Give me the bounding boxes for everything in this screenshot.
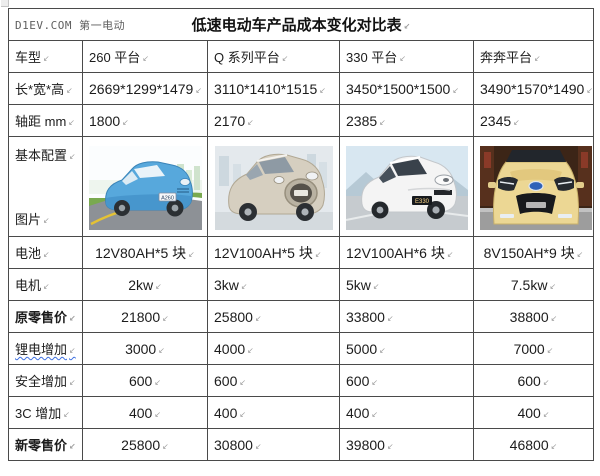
table-row-header: 车型 260 平台 Q 系列平台 330 平台 奔奔平台 [8, 40, 594, 73]
cell-value: 2170 [214, 113, 254, 129]
cell-value: 2kw [128, 277, 162, 293]
cell-value: 400 [346, 405, 378, 421]
table-row-motor: 电机 2kw 3kw 5kw 7.5kw [8, 268, 594, 301]
cell-value: 46800 [510, 437, 558, 453]
row-label: 电池 [15, 246, 50, 261]
row-label: 电机 [15, 278, 50, 293]
car-photo-benben-platform [480, 145, 592, 230]
cell-value: 39800 [346, 437, 394, 453]
cell-value: 600 [346, 373, 378, 389]
cell-value: 12V100AH*5 块 [214, 245, 322, 261]
row-label: 车型 [15, 50, 50, 65]
col-header: 260 平台 [89, 50, 149, 65]
cell-value: 2345 [480, 113, 520, 129]
table-row-3c-add: 3C 增加 400 400 400 400 [8, 396, 594, 429]
row-label: 安全增加 [15, 374, 76, 389]
col-header: Q 系列平台 [214, 50, 288, 65]
title-row: D1EV.COM 第一电动 低速电动车产品成本变化对比表 [8, 8, 594, 41]
cell-value: 7.5kw [511, 277, 556, 293]
cell-value: 3110*1410*1515 [214, 81, 326, 97]
cell-value: 8V150AH*9 块 [484, 245, 584, 261]
cell-value: 600 [517, 373, 549, 389]
license-plate-text: A260 [161, 195, 174, 201]
table-row-dimensions: 长*宽*高 2669*1299*1479 3110*1410*1515 3450… [8, 72, 594, 105]
table-row-lithium-add: 锂电增加 3000 4000 5000 7000 [8, 332, 594, 365]
row-label: 3C 增加 [15, 406, 70, 421]
cell-value: 600 [129, 373, 161, 389]
cell-value: 400 [214, 405, 246, 421]
cell-value: 2385 [346, 113, 386, 129]
cost-comparison-table: D1EV.COM 第一电动 低速电动车产品成本变化对比表 车型 260 平台 Q… [8, 8, 594, 461]
table-row-safety-add: 安全增加 600 600 600 600 [8, 364, 594, 397]
car-photo-260-platform: A260 [89, 145, 202, 230]
cell-value: 3490*1570*1490 [480, 81, 593, 97]
table-row-wheelbase: 轴距 mm 1800 2170 2385 2345 [8, 104, 594, 137]
cell-value: 3000 [125, 341, 165, 357]
table-row-pictures: 基本配置 图片 [8, 136, 594, 237]
cell-value: 38800 [510, 309, 558, 325]
cell-value: 12V80AH*5 块 [95, 245, 195, 261]
row-label: 图片 [15, 209, 76, 228]
cell-value: 7000 [514, 341, 554, 357]
row-label: 长*宽*高 [15, 82, 73, 97]
cell-value: 600 [214, 373, 246, 389]
row-label: 原零售价 [15, 310, 76, 325]
row-label: 轴距 mm [15, 114, 75, 129]
license-plate-text: E330 [415, 199, 430, 205]
cell-value: 400 [129, 405, 161, 421]
watermark: D1EV.COM 第一电动 [15, 18, 126, 32]
cell-value: 25800 [121, 437, 169, 453]
row-label: 新零售价 [15, 438, 76, 453]
cell-value: 12V100AH*6 块 [346, 245, 454, 261]
cell-value: 3450*1500*1500 [346, 81, 459, 97]
table-row-new-price: 新零售价 25800 30800 39800 46800 [8, 428, 594, 461]
page-title: 低速电动车产品成本变化对比表 [192, 17, 411, 34]
cell-value: 2669*1299*1479 [89, 81, 202, 97]
cell-value: 21800 [121, 309, 169, 325]
cell-value: 400 [517, 405, 549, 421]
cell-value: 25800 [214, 309, 262, 325]
col-header: 330 平台 [346, 50, 406, 65]
cell-value: 5kw [346, 277, 380, 293]
row-label: 基本配置 [15, 145, 76, 164]
table-row-original-price: 原零售价 21800 25800 33800 38800 [8, 300, 594, 333]
cell-value: 5000 [346, 341, 386, 357]
cell-value: 3kw [214, 277, 248, 293]
col-header: 奔奔平台 [480, 50, 541, 65]
cell-value: 33800 [346, 309, 394, 325]
cell-value: 1800 [89, 113, 129, 129]
cell-value: 4000 [214, 341, 254, 357]
cell-value: 30800 [214, 437, 262, 453]
row-label: 锂电增加 [15, 342, 76, 357]
table-row-battery: 电池 12V80AH*5 块 12V100AH*5 块 12V100AH*6 块… [8, 236, 594, 269]
car-photo-330-platform: E330 [346, 145, 468, 230]
car-photo-q-series [214, 145, 333, 230]
table-move-handle-icon [1, 0, 9, 7]
